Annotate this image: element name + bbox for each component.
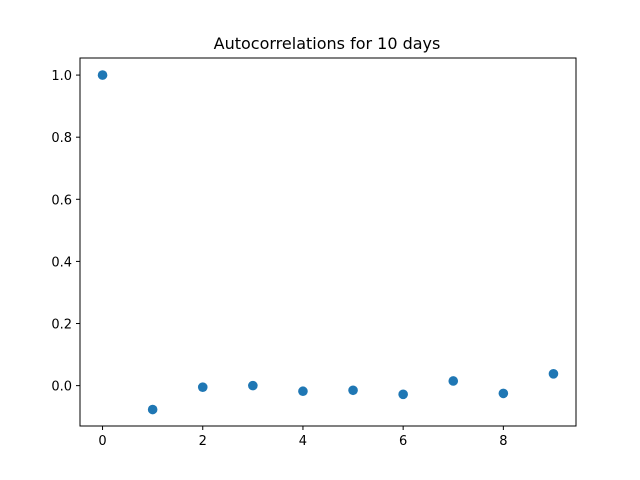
y-tick-label: 0.0 <box>51 380 72 395</box>
data-point <box>448 376 459 386</box>
y-axis: 0.0 0.2 0.4 0.6 0.8 1.0 <box>51 69 80 395</box>
data-point <box>147 404 158 415</box>
y-tick-label: 0.6 <box>51 193 72 208</box>
data-point <box>398 389 408 400</box>
data-point <box>248 380 258 391</box>
x-tick-label: 8 <box>499 434 507 449</box>
y-tick-label: 0.4 <box>51 255 72 270</box>
x-tick-label: 0 <box>98 434 106 449</box>
x-tick-label: 2 <box>199 434 207 449</box>
data-point <box>298 386 308 397</box>
y-tick-label: 0.8 <box>51 131 72 146</box>
x-tick-label: 4 <box>299 434 307 449</box>
y-tick-label: 0.2 <box>51 318 72 333</box>
x-tick-label: 6 <box>399 434 407 449</box>
data-point <box>97 70 108 80</box>
data-points <box>97 70 559 415</box>
data-point <box>348 385 358 396</box>
y-tick-label: 1.0 <box>51 69 72 84</box>
data-point <box>498 388 509 399</box>
data-point <box>197 382 208 392</box>
x-axis: 0 2 4 6 8 <box>98 426 507 449</box>
chart-title: Autocorrelations for 10 days <box>214 34 441 53</box>
data-point <box>548 369 559 379</box>
plot-area-frame <box>79 57 577 427</box>
